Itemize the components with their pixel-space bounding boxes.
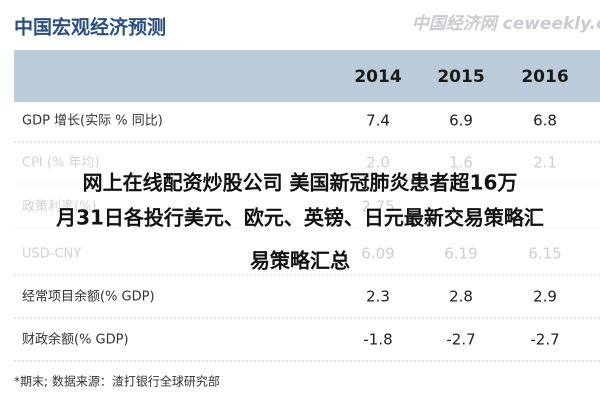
overlay-line: 网上在线配资炒股公司 美国新冠肺炎患者超16万 xyxy=(83,171,518,195)
column-header: 2014 xyxy=(354,67,401,87)
cell: 7.4 xyxy=(366,112,390,130)
cell: -2.7 xyxy=(446,331,475,349)
cell: 2.3 xyxy=(366,288,390,306)
column-header: 2016 xyxy=(521,67,568,87)
cell: -2.7 xyxy=(530,331,559,349)
cell: 6.9 xyxy=(449,112,473,130)
overlay: 网上在线配资炒股公司 美国新冠肺炎患者超16万月31日各投行美元、欧元、英镑、日… xyxy=(55,171,544,273)
row-label: GDP 增长(实际 % 同比) xyxy=(22,114,163,129)
overlay-line: 易策略汇总 xyxy=(250,249,350,273)
cell: 6.8 xyxy=(533,112,557,130)
row-label: 经常项目余额(% GDP) xyxy=(22,289,155,305)
overlay-line: 月31日各投行美元、欧元、英镑、日元最新交易策略汇 xyxy=(55,206,544,230)
cell: 2.8 xyxy=(449,288,473,306)
cell: -1.8 xyxy=(363,331,392,349)
watermark: 中国经济网 ceweekly.cn xyxy=(412,14,600,34)
column-header: 2015 xyxy=(437,67,484,87)
header-band xyxy=(14,50,600,102)
cell: 2.9 xyxy=(533,288,557,306)
overlay-band xyxy=(0,153,600,275)
row-label: 财政余额(% GDP) xyxy=(22,332,129,348)
title: 中国宏观经济预测 xyxy=(14,16,166,39)
footnote: *期末; 数据来源：渣打银行全球研究部 xyxy=(14,374,220,389)
